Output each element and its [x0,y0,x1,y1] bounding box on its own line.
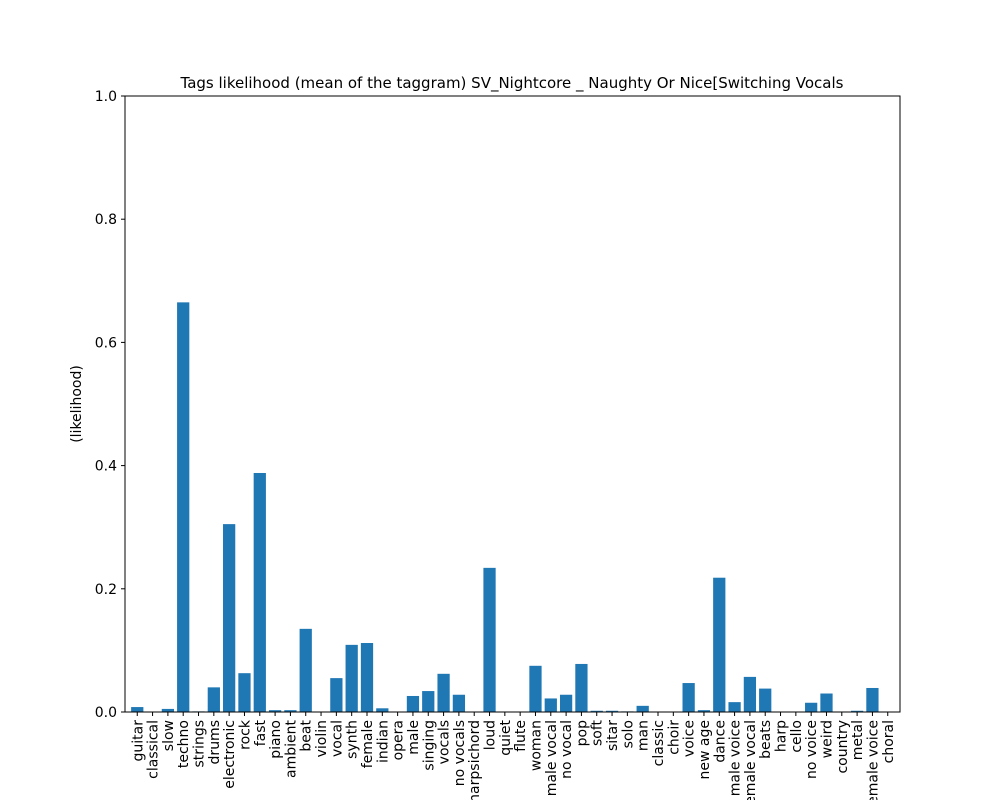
x-tick-label: weird [819,720,835,758]
x-tick-label: male [406,720,422,755]
x-tick-label: vocal [329,720,345,757]
bar [559,694,573,712]
bar [682,683,695,712]
bar [636,705,649,712]
x-tick-label: singing [421,720,437,771]
y-tick-label: 1.0 [95,89,117,105]
bar [483,567,496,712]
y-tick-label: 0.6 [95,335,117,351]
bar [743,676,757,712]
x-tick-label: choir [666,720,682,755]
y-tick-label: 0.0 [95,705,117,721]
x-tick-label: male vocal [544,720,560,796]
x-tick-label: no vocal [559,720,575,779]
x-tick-label: indian [375,720,391,763]
x-tick-label: techno [176,720,192,768]
y-tick-label: 0.4 [95,459,117,475]
x-tick-label: female [360,720,376,768]
x-tick-label: rock [237,719,253,750]
bar [529,665,542,712]
x-tick-label: violin [314,720,330,757]
bar [728,702,741,712]
x-tick-label: man [636,720,652,751]
bar [437,673,450,712]
x-tick-label: electronic [222,720,238,789]
x-tick-label: cello [789,720,805,753]
bar [805,702,818,712]
bar [713,577,726,712]
x-tick-label: no voice [804,720,820,779]
x-tick-label: no vocals [452,720,468,786]
x-tick-label: choral [881,720,897,763]
y-axis-label: (likelihood) [69,365,85,443]
bar [223,524,236,712]
x-tick-label: female voice [865,720,881,800]
bar [422,691,435,712]
x-tick-label: flute [513,720,529,752]
bar [238,673,251,712]
x-tick-label: sitar [605,720,621,751]
bar [345,644,358,712]
x-tick-label: vocals [437,720,453,764]
x-tick-label: metal [850,720,866,760]
bar [452,694,466,712]
x-tick-label: harp [774,720,790,752]
x-tick-label: voice [682,720,698,757]
x-tick-label: beats [758,720,774,759]
bar [575,663,588,712]
bar [207,687,220,712]
x-tick-label: slow [161,720,177,751]
x-tick-label: strings [192,720,208,767]
x-tick-label: pop [574,720,590,746]
y-tick-label: 0.8 [95,212,117,228]
bar [406,695,420,712]
bar [850,710,864,712]
bars-group [131,302,879,712]
bar [131,707,144,712]
x-tick-label: male voice [728,720,744,796]
y-tick-label: 0.2 [95,582,117,598]
x-tick-label: new age [697,720,713,779]
bar [605,710,619,712]
bar [177,302,190,712]
plot-frame [124,95,901,713]
x-tick-label: quiet [498,720,514,756]
x-tick-label: woman [528,720,544,771]
x-tick-label: drums [207,720,223,764]
bar [590,710,603,712]
bar [866,687,879,712]
bar [820,693,833,712]
x-tick-label: classical [146,720,162,779]
x-tick-label: classic [651,720,667,766]
bar [330,678,343,712]
x-axis: guitar classical slow techno strings drums ele… [130,712,897,800]
x-tick-label: dance [712,720,728,763]
x-tick-label: piano [268,720,284,759]
chart-title: Tags likelihood (mean of the taggram) SV… [180,74,844,93]
bar [161,708,175,712]
bar [544,698,557,712]
x-tick-label: solo [620,720,636,748]
x-tick-label: ambient [283,719,299,777]
x-tick-label: loud [483,720,499,750]
x-tick-label: beat [299,719,315,751]
bar [268,710,282,712]
bar [376,708,389,712]
x-tick-label: fast [253,719,269,746]
y-axis: 0.0 0.2 0.4 0.6 0.8 1.0 [95,89,125,721]
x-tick-label: female vocal [743,720,759,800]
bar [697,710,711,712]
bar [299,628,312,712]
x-tick-label: harpsichord [467,720,483,800]
x-tick-label: country [835,720,851,774]
x-tick-label: synth [345,720,361,759]
x-tick-label: soft [590,719,606,746]
bar [284,710,297,712]
x-tick-label: opera [391,720,407,760]
bar [253,472,266,712]
x-tick-label: guitar [130,720,146,762]
bar [759,688,772,712]
bar [360,643,374,712]
